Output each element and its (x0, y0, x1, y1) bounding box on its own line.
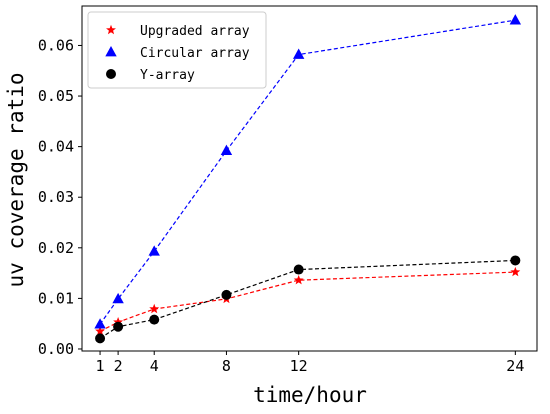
x-tick-label: 4 (150, 357, 159, 375)
x-tick-label: 1 (96, 357, 105, 375)
data-point-upgraded-array (149, 303, 160, 314)
data-point-y-array (149, 314, 160, 325)
data-point-circular-array (509, 14, 522, 25)
x-axis-label: time/hour (253, 383, 367, 407)
legend-box (87, 11, 267, 89)
marks-layer (94, 14, 522, 344)
data-point-y-array (113, 321, 124, 332)
data-point-y-array (293, 264, 304, 275)
data-point-circular-array (292, 48, 305, 59)
data-point-y-array (95, 333, 106, 344)
y-tick-label: 0.03 (38, 188, 74, 206)
data-point-circular-array (94, 318, 106, 329)
x-tick-label: 24 (506, 357, 524, 375)
y-tick-label: 0.05 (38, 87, 74, 105)
y-axis-label: uv coverage ratio (4, 73, 28, 288)
data-point-circular-array (220, 144, 233, 155)
legend-marker-upgraded-array (106, 24, 116, 35)
y-tick-label: 0.01 (38, 289, 74, 307)
plot-frame (81, 5, 538, 352)
series-line-circular-array (99, 19, 516, 325)
y-tick-label: 0.06 (38, 36, 74, 54)
data-point-upgraded-array (95, 326, 105, 336)
axes-layer: 1 2 4 8 12 240.000.010.020.030.040.050.06 (38, 36, 524, 375)
series-line-upgraded-array (99, 271, 516, 332)
x-tick-label: 2 (114, 357, 123, 375)
legend-label-circular-array: Circular array (140, 46, 250, 61)
x-tick-label: 12 (290, 357, 308, 375)
legend-label-y-array: Y-array (140, 68, 195, 83)
legend-marker-circular-array (105, 46, 117, 57)
data-point-y-array (221, 289, 232, 300)
y-tick-label: 0.00 (38, 340, 74, 358)
legend: Upgraded array Circular array Y-array (87, 11, 267, 89)
data-point-upgraded-array (293, 274, 304, 285)
x-tick-label: 8 (222, 357, 231, 375)
legend-label-upgraded-array: Upgraded array (140, 24, 250, 39)
data-point-circular-array (112, 292, 124, 304)
legend-marker-y-array (106, 69, 116, 79)
data-point-y-array (510, 255, 521, 266)
data-point-upgraded-array (113, 316, 124, 327)
y-tick-label: 0.02 (38, 239, 74, 257)
series-line-y-array (99, 259, 516, 339)
y-tick-label: 0.04 (38, 138, 74, 156)
data-point-upgraded-array (510, 266, 521, 277)
data-point-circular-array (148, 245, 160, 256)
